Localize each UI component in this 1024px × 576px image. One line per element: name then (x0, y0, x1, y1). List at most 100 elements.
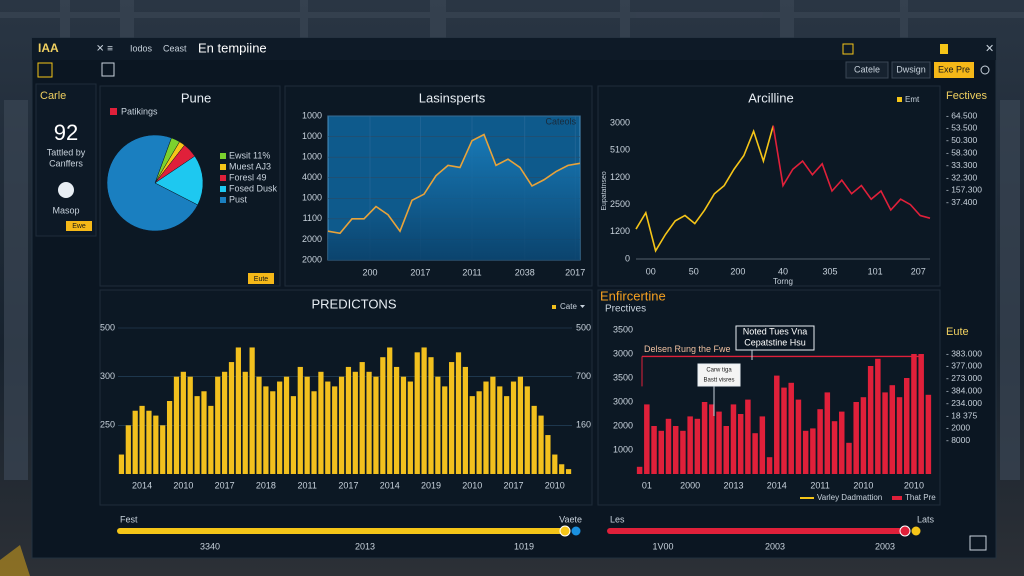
chart-title: Enfircertine (600, 288, 666, 303)
bar (442, 386, 448, 474)
bar (400, 376, 407, 474)
bar (694, 418, 701, 474)
sidebar-tag[interactable] (66, 221, 92, 231)
toolbar-icon[interactable] (37, 62, 53, 78)
bar (318, 371, 324, 474)
bar (911, 354, 917, 474)
y-tick-label: 3000 (613, 396, 633, 406)
legend-swatch (220, 175, 226, 181)
slider-knob[interactable] (899, 525, 911, 537)
bar (393, 366, 400, 474)
slider-end-label: Vaete (559, 514, 582, 524)
annotation-box (735, 325, 815, 351)
x-tick-label: 305 (823, 266, 838, 276)
slider-tick-label: 2003 (875, 541, 895, 551)
bar (270, 391, 276, 474)
panel-tag-label: Eute (254, 276, 269, 283)
toolbar-button[interactable] (891, 61, 931, 79)
annotation-text: Noted Tues Vna (743, 326, 808, 336)
x-tick-label: 2017 (410, 267, 430, 277)
kpi-value: 92 (54, 120, 78, 145)
action-label[interactable]: Exe Pre (938, 64, 970, 74)
x-tick-label: 200 (362, 267, 377, 277)
x-tick-label: 2017 (504, 480, 524, 490)
x-tick-label: 2010 (173, 480, 193, 490)
bar (249, 347, 255, 474)
toolbar-label[interactable]: Dwsign (896, 64, 926, 74)
search-icon[interactable] (980, 65, 990, 75)
bar (658, 430, 665, 474)
x-tick-label: 2000 (680, 480, 700, 490)
slider-knob[interactable] (559, 525, 571, 537)
x-tick-label: 00 (646, 266, 656, 276)
y-axis-label: Eupatatnseo (601, 171, 608, 210)
y-tick-label: 2500 (610, 199, 630, 209)
legend-swatch (220, 153, 226, 159)
bar (490, 376, 496, 474)
bar (875, 358, 881, 474)
x-tick-label: 2017 (565, 267, 585, 277)
legend-swatch (897, 97, 902, 102)
menu-item[interactable]: Iodos (130, 43, 153, 53)
bar (304, 376, 310, 474)
x-tick-label: 2010 (462, 480, 482, 490)
bar (297, 366, 303, 474)
x-tick-label: 2014 (767, 480, 787, 490)
legend-swatch (220, 164, 226, 170)
bar (160, 425, 166, 474)
slider-tick-label: 2003 (765, 541, 785, 551)
y-tick-label: 5100 (610, 145, 630, 155)
chart-subtitle: Prectives (605, 304, 646, 315)
x-tick-label: 101 (868, 266, 883, 276)
legend-label: Pust (229, 194, 248, 204)
toolbar-button[interactable] (845, 61, 889, 79)
legend-label: Emt (905, 95, 920, 104)
bar (774, 375, 780, 474)
bar (672, 426, 679, 474)
chart-title: Arcilline (748, 90, 794, 105)
legend-label: Cate (560, 302, 577, 311)
bar (146, 410, 152, 474)
bar (545, 435, 551, 474)
bar (180, 371, 186, 474)
y-tick-label: 3500 (613, 324, 633, 334)
x-tick-label: 2017 (215, 480, 235, 490)
sidebar-icon[interactable] (58, 182, 74, 198)
action-button[interactable] (934, 62, 974, 78)
bar (166, 401, 173, 474)
y-tick-label: 300 (100, 371, 115, 381)
y-tick-label: 500 (576, 322, 591, 332)
bar (644, 404, 650, 474)
bar (421, 347, 427, 474)
x-tick-label: 2017 (338, 480, 358, 490)
toolbar-label[interactable]: Catele (854, 64, 880, 74)
bar (817, 409, 823, 474)
menu-item[interactable]: Ceast (163, 43, 187, 53)
x-tick-label: 200 (730, 266, 745, 276)
bar (552, 454, 558, 474)
bar (139, 405, 145, 474)
bar (407, 381, 413, 474)
bar (709, 404, 715, 474)
bar (228, 362, 235, 474)
bar (194, 396, 200, 474)
bar (510, 381, 517, 474)
sidebar-tag-label[interactable]: Ewe (72, 223, 86, 230)
slider-end-label: Lats (917, 514, 935, 524)
close-icon[interactable]: ✕ ≡ (96, 44, 113, 55)
bar (311, 391, 317, 474)
bar (153, 415, 159, 474)
sidebar-button-label[interactable]: Masop (52, 205, 79, 215)
x-tick-label: 2011 (297, 480, 316, 490)
side-list-item: - 8000 (946, 435, 970, 445)
y-tick-label: 700 (576, 371, 591, 381)
window-controls[interactable]: ✕ (842, 43, 994, 55)
line-series (772, 125, 931, 219)
legend-title: Patikings (121, 106, 158, 116)
slider-dot (911, 526, 921, 536)
y-tick-label: 3000 (613, 348, 633, 358)
toolbar-icon[interactable] (101, 62, 115, 77)
bar (242, 371, 248, 474)
expand-icon[interactable] (969, 535, 987, 551)
